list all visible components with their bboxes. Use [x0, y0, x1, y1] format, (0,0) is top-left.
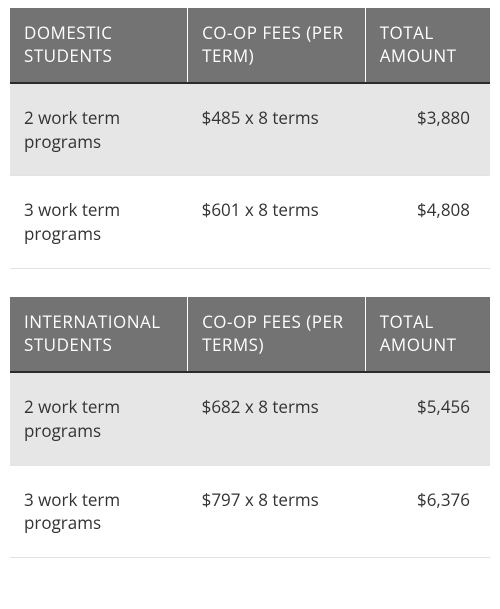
table-header-cell: INTERNATIONAL STUDENTS: [10, 297, 188, 372]
table-row: 2 work term programs $682 x 8 terms $5,4…: [10, 372, 490, 465]
table-header-row: DOMESTIC STUDENTS CO-OP FEES (PER TERM) …: [10, 8, 490, 83]
table-row: 3 work term programs $797 x 8 terms $6,3…: [10, 465, 490, 558]
table-cell: $4,808: [365, 176, 490, 269]
table-row: 2 work term programs $485 x 8 terms $3,8…: [10, 83, 490, 176]
table-cell: $3,880: [365, 83, 490, 176]
table-cell: 3 work term programs: [10, 176, 188, 269]
table-cell: 2 work term programs: [10, 372, 188, 465]
table-row: 3 work term programs $601 x 8 terms $4,8…: [10, 176, 490, 269]
international-fees-table: INTERNATIONAL STUDENTS CO-OP FEES (PER T…: [10, 297, 490, 558]
table-header-cell: DOMESTIC STUDENTS: [10, 8, 188, 83]
table-header-row: INTERNATIONAL STUDENTS CO-OP FEES (PER T…: [10, 297, 490, 372]
table-header-cell: TOTAL AMOUNT: [365, 297, 490, 372]
table-cell: $682 x 8 terms: [188, 372, 366, 465]
table-header-cell: CO-OP FEES (PER TERM): [188, 8, 366, 83]
domestic-fees-table: DOMESTIC STUDENTS CO-OP FEES (PER TERM) …: [10, 8, 490, 269]
table-cell: $601 x 8 terms: [188, 176, 366, 269]
table-cell: 2 work term programs: [10, 83, 188, 176]
table-header-cell: CO-OP FEES (PER TERMS): [188, 297, 366, 372]
table-cell: $5,456: [365, 372, 490, 465]
table-header-cell: TOTAL AMOUNT: [365, 8, 490, 83]
table-cell: $485 x 8 terms: [188, 83, 366, 176]
table-cell: 3 work term programs: [10, 465, 188, 558]
table-cell: $6,376: [365, 465, 490, 558]
table-cell: $797 x 8 terms: [188, 465, 366, 558]
